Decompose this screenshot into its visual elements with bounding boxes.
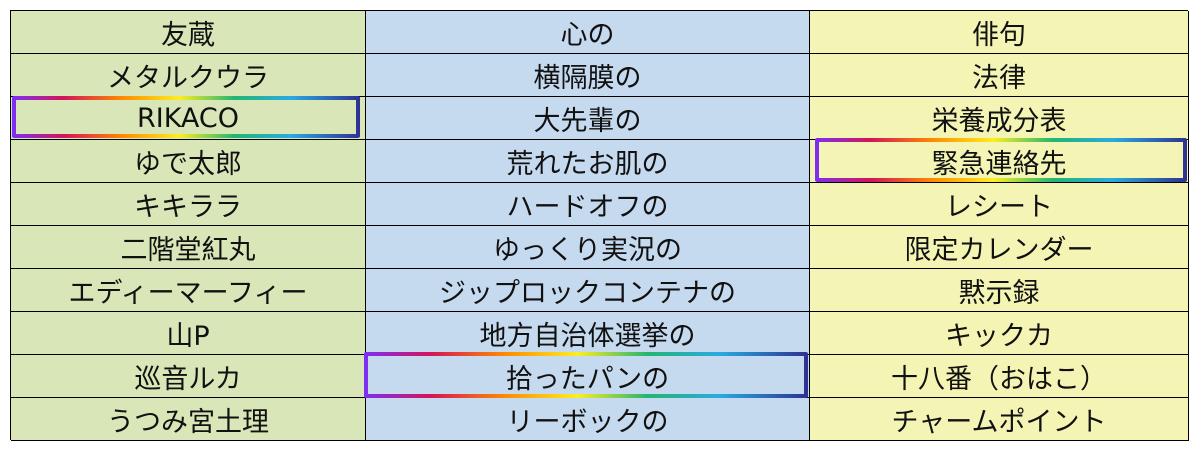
- table-cell: メタルクウラ: [11, 54, 366, 97]
- table-cell-col0-header: 友蔵: [11, 11, 366, 54]
- table-cell: 十八番（おはこ）: [810, 355, 1189, 398]
- table-cell: 法律: [810, 54, 1189, 97]
- table-cell-col1-header: 心の: [366, 11, 810, 54]
- table-cell: 荒れたお肌の: [366, 140, 810, 183]
- table-cell-highlighted: 拾ったパンの: [366, 355, 810, 398]
- table-cell-highlighted: RIKACO: [11, 97, 366, 140]
- table-cell: 地方自治体選挙の: [366, 312, 810, 355]
- table-cell: 二階堂紅丸: [11, 226, 366, 269]
- table-cell: ジップロックコンテナの: [366, 269, 810, 312]
- table-cell: リーボックの: [366, 398, 810, 441]
- table-cell: チャームポイント: [810, 398, 1189, 441]
- table-cell: ゆで太郎: [11, 140, 366, 183]
- table-cell: 横隔膜の: [366, 54, 810, 97]
- table-cell: ハードオフの: [366, 183, 810, 226]
- word-table: 友蔵 心の 俳句 メタルクウラ 横隔膜の 法律 RIKACO 大先輩の 栄養成分…: [10, 10, 1189, 441]
- table-cell: うつみ宮土理: [11, 398, 366, 441]
- table-cell-highlighted: 緊急連絡先: [810, 140, 1189, 183]
- table-cell: キックカ: [810, 312, 1189, 355]
- table-cell-col2-header: 俳句: [810, 11, 1189, 54]
- table-cell: エディーマーフィー: [11, 269, 366, 312]
- table-cell: 黙示録: [810, 269, 1189, 312]
- table-cell: 巡音ルカ: [11, 355, 366, 398]
- table-cell: レシート: [810, 183, 1189, 226]
- table-cell: 栄養成分表: [810, 97, 1189, 140]
- table-cell: 限定カレンダー: [810, 226, 1189, 269]
- table-cell: 大先輩の: [366, 97, 810, 140]
- table-cell: キキララ: [11, 183, 366, 226]
- table-cell: ゆっくり実況の: [366, 226, 810, 269]
- table-cell: 山P: [11, 312, 366, 355]
